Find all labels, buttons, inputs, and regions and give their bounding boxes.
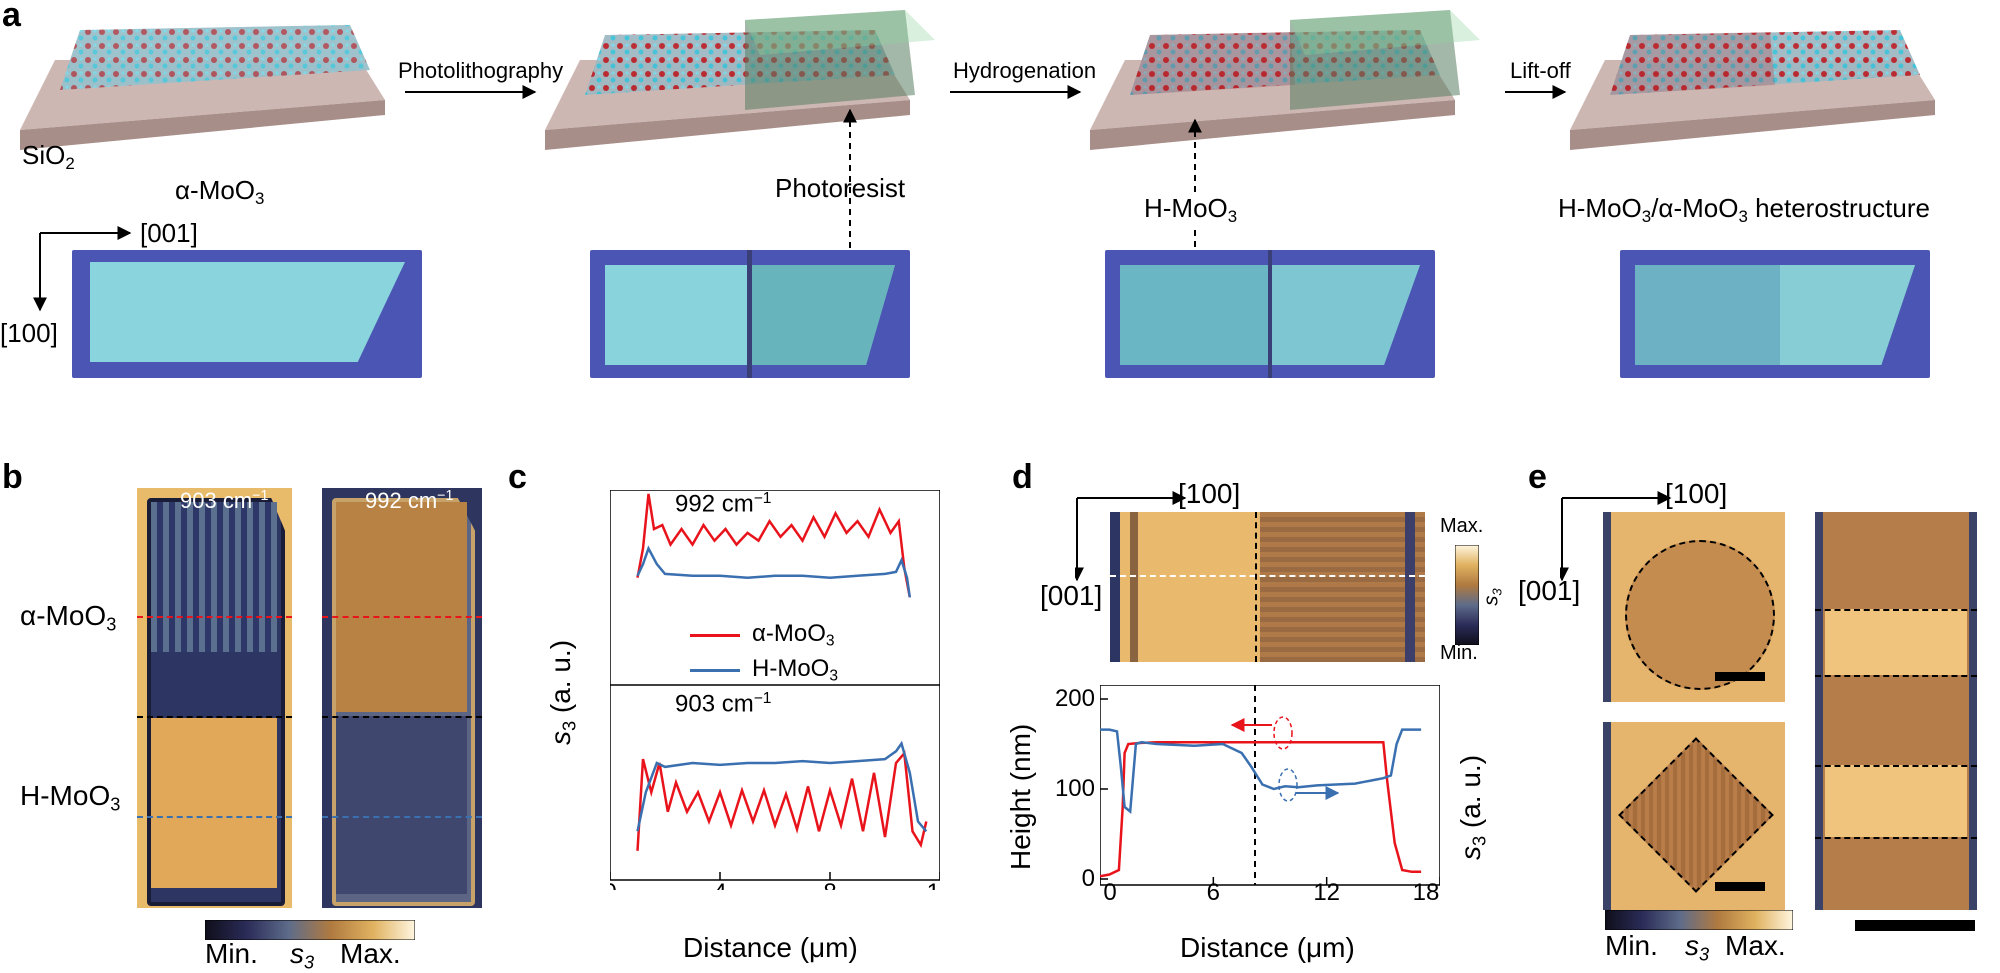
c-ylabel: s3 (a. u.)	[545, 639, 580, 745]
colorbar-b-max: Max.	[340, 938, 401, 969]
d-series-1	[1100, 728, 1422, 814]
schematic-photoresist	[545, 10, 935, 150]
panel-a-schematics	[20, 10, 1935, 312]
d-ylabel: Height (nm)	[1005, 723, 1036, 870]
sniom-map-903	[137, 488, 292, 908]
d-ytick-label: 0	[1081, 865, 1095, 892]
schematic-hydrogenation	[1090, 10, 1480, 150]
panel-e-label: e	[1528, 458, 1547, 496]
d-xtick-label: 18	[1413, 879, 1440, 900]
step-photolithography: Photolithography	[398, 58, 564, 84]
c-legend-h: H-MoO3	[690, 655, 838, 686]
d-s3-marker	[1278, 768, 1298, 802]
panel-d-label: d	[1012, 458, 1033, 496]
d-xtick-label: 6	[1207, 879, 1220, 900]
d-xlabel: Distance (μm)	[1180, 932, 1355, 963]
label-h-moo3-b: H-MoO3	[20, 780, 121, 815]
substrate-label: SiO2	[22, 140, 75, 174]
micrograph-2	[590, 250, 910, 378]
step-hydrogenation: Hydrogenation	[953, 58, 1097, 84]
colorbar-e	[1605, 910, 1793, 930]
chart-d-frame	[1100, 685, 1440, 886]
c-xtick-label: 12	[927, 879, 940, 890]
colorbar-e-mid: s3	[1685, 930, 1710, 965]
panel-b-label: b	[2, 458, 23, 496]
c-xlabel: Distance (μm)	[683, 932, 858, 963]
d-height-marker	[1273, 716, 1293, 750]
caption-alpha-moo3: α-MoO3	[175, 175, 265, 209]
sniom-map-992	[322, 488, 482, 908]
c-title-903: 903 cm−1	[675, 690, 772, 718]
caption-h-moo3: H-MoO3	[1140, 193, 1242, 228]
d-ytick-label: 100	[1054, 775, 1095, 802]
schematic-alpha-moo3	[20, 25, 385, 150]
d-colorbar-s3: s3	[1480, 588, 1505, 606]
chart-c-frame	[610, 490, 940, 881]
d-ytick-label: 200	[1054, 685, 1095, 712]
c-xtick-label: 8	[823, 879, 836, 890]
e-axes	[1560, 491, 1672, 582]
c-bot-series-1	[636, 740, 928, 833]
d-axis-001: [001]	[1040, 580, 1103, 611]
colorbar-e-max: Max.	[1725, 930, 1786, 961]
chart-d: 0 6 12 18	[1100, 685, 1440, 900]
e-map-circle	[1603, 512, 1785, 702]
schematic-heterostructure	[1570, 30, 1935, 150]
colorbar-b-min: Min.	[205, 938, 258, 969]
c-bot-series-0	[636, 750, 928, 851]
freq-label-992: 992 cm−1	[365, 488, 454, 513]
d-xtick-label: 12	[1313, 879, 1340, 900]
caption-heterostructure: H-MoO3/α-MoO3 heterostructure	[1558, 193, 1930, 227]
e-map-stripes	[1815, 512, 1977, 910]
d-xtick-label: 0	[1103, 879, 1116, 900]
panel-c-label: c	[508, 458, 527, 496]
micrograph-3	[1105, 250, 1435, 378]
c-legend-alpha: α-MoO3	[690, 620, 838, 651]
d-colorbar-max: Max.	[1440, 515, 1484, 537]
colorbar-b	[205, 920, 415, 940]
chart-c: 0 4 8 12	[610, 490, 940, 890]
scale-bar-e	[1855, 920, 1975, 931]
e-axis-001: [001]	[1518, 575, 1581, 606]
axis-label-100: [100]	[0, 318, 58, 348]
axis-label-001: [001]	[140, 218, 198, 248]
label-alpha-moo3-b: α-MoO3	[20, 600, 117, 635]
colorbar-b-mid: s3	[290, 938, 315, 973]
c-top-series-0	[636, 493, 912, 598]
micrograph-4	[1620, 250, 1930, 378]
c-xtick-label: 4	[713, 879, 726, 890]
d-axis-100: [100]	[1178, 478, 1241, 509]
c-xtick-label: 0	[610, 879, 617, 890]
e-axis-100: [100]	[1665, 478, 1728, 509]
d-colorbar-min: Min.	[1440, 642, 1478, 664]
d-axes	[1075, 491, 1187, 582]
c-title-992: 992 cm−1	[675, 490, 772, 518]
step-liftoff: Lift-off	[1510, 58, 1571, 84]
d-colorbar	[1455, 545, 1479, 645]
panel-a-label: a	[2, 0, 21, 34]
e-map-square	[1603, 722, 1785, 910]
d-series-0	[1100, 740, 1422, 878]
d-sniom-map	[1110, 512, 1425, 662]
micrograph-1	[72, 250, 422, 378]
c-top-series-1	[636, 545, 912, 598]
colorbar-e-min: Min.	[1605, 930, 1658, 961]
caption-photoresist: Photoresist	[775, 173, 906, 203]
freq-label-903: 903 cm−1	[180, 488, 269, 513]
c-legend: α-MoO3 H-MoO3	[690, 620, 838, 685]
d-y2label: s3 (a. u.)	[1455, 754, 1490, 860]
